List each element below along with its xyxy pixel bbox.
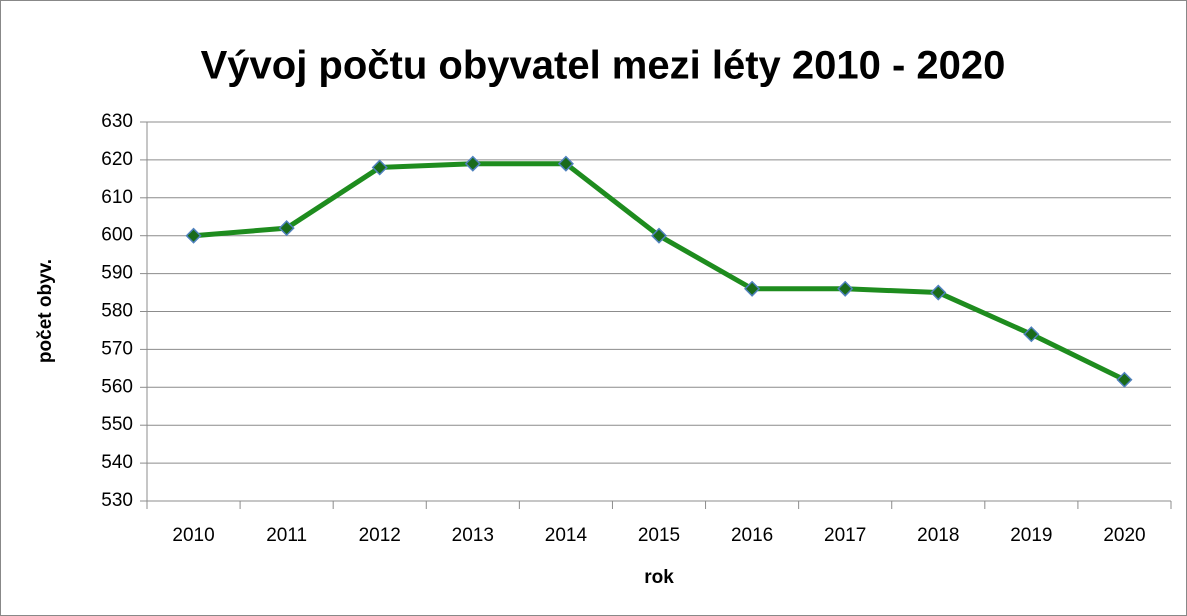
marker xyxy=(371,159,388,176)
marker xyxy=(744,280,761,297)
x-tick-label: 2011 xyxy=(266,525,307,546)
chart-title: Vývoj počtu obyvatel mezi léty 2010 - 20… xyxy=(201,44,1006,88)
y-tick-label: 600 xyxy=(101,225,133,246)
x-tick-label: 2013 xyxy=(452,525,494,546)
marker xyxy=(185,227,202,244)
marker xyxy=(1116,371,1133,388)
marker xyxy=(464,155,481,172)
y-tick-label: 630 xyxy=(101,111,133,132)
marker xyxy=(1023,326,1040,343)
marker xyxy=(650,227,668,244)
x-tick-label: 2015 xyxy=(638,525,680,546)
x-tick-label: 2010 xyxy=(172,525,214,546)
x-tick-label: 2020 xyxy=(1103,525,1145,546)
y-tick-label: 610 xyxy=(101,187,133,208)
y-tick-label: 570 xyxy=(101,338,133,359)
x-axis-label: rok xyxy=(644,567,674,588)
y-tick-label: 540 xyxy=(101,452,133,473)
y-axis-label: počet obyv. xyxy=(35,259,56,363)
marker xyxy=(557,155,574,172)
y-tick-label: 560 xyxy=(101,376,133,397)
y-tick-label: 530 xyxy=(101,490,133,511)
marker xyxy=(837,280,854,297)
y-tick-label: 620 xyxy=(101,149,133,170)
y-tick-label: 550 xyxy=(101,414,133,435)
x-tick-label: 2019 xyxy=(1010,525,1052,546)
marker xyxy=(278,220,295,237)
x-tick-label: 2018 xyxy=(917,525,959,546)
x-tick-label: 2014 xyxy=(545,525,588,546)
marker xyxy=(930,284,947,301)
x-tick-label: 2012 xyxy=(359,525,401,546)
y-tick-label: 590 xyxy=(101,263,133,284)
y-tick-label: 580 xyxy=(101,301,133,322)
x-tick-label: 2016 xyxy=(731,525,773,546)
x-tick-label: 2017 xyxy=(824,525,866,546)
